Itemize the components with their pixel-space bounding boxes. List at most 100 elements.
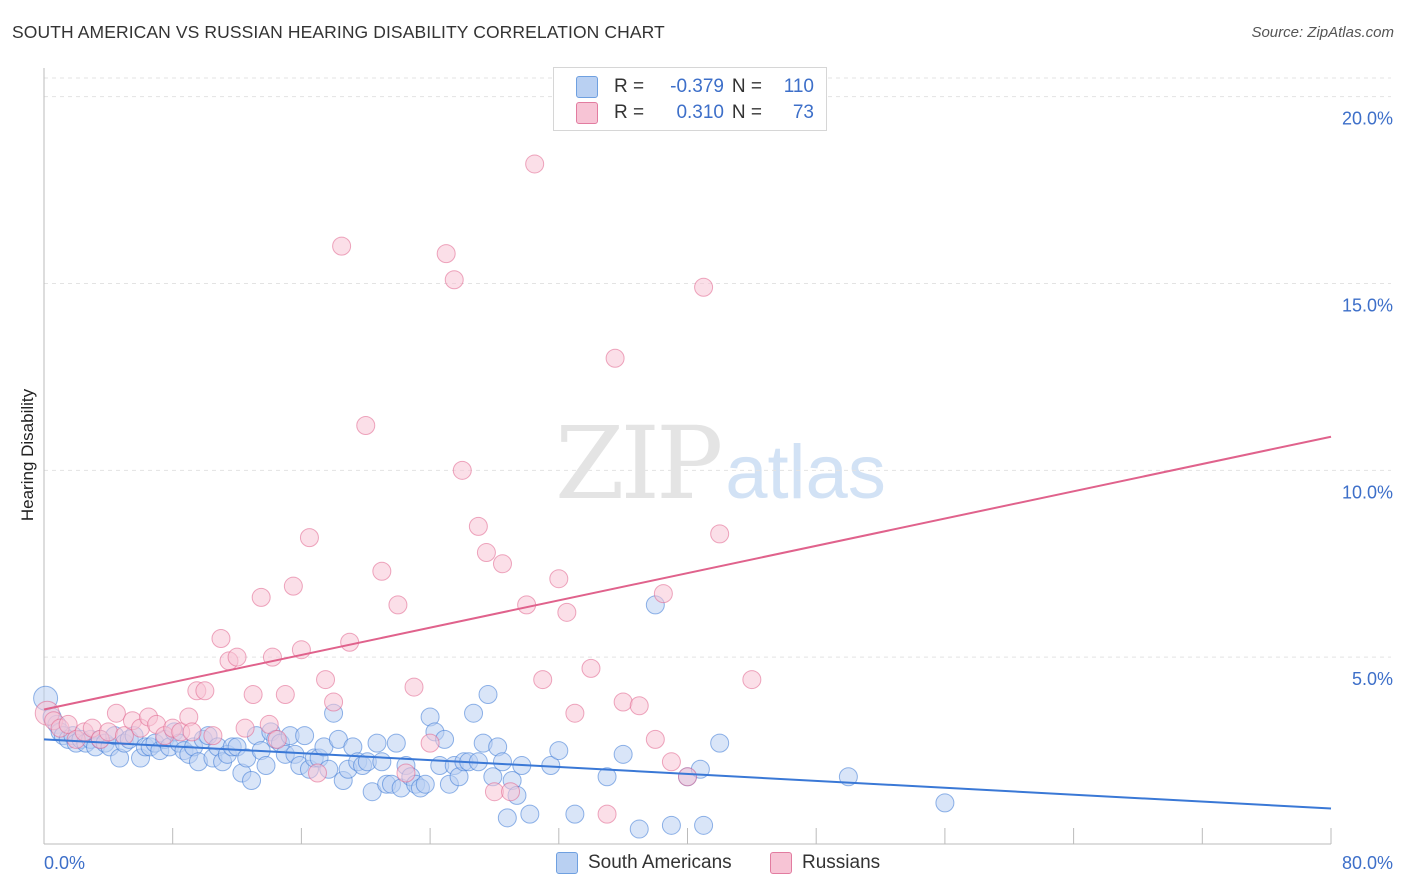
russian-point [332,236,352,256]
legend-r-value: 0.310 [676,102,724,123]
south-american-trendline [43,738,1332,810]
south-american-point [372,752,392,772]
russian-point [235,718,255,738]
russian-point [468,516,488,536]
bottom-legend-south-americans[interactable]: South Americans [556,852,732,874]
russian-point [444,270,464,290]
y-tick-label: 20.0% [1342,109,1393,129]
russian-point [259,714,279,734]
south-american-point [694,815,714,835]
legend-n-label: N = [731,76,762,97]
south-american-point [838,767,858,787]
legend-n-value: 73 [792,102,814,123]
russian-point [613,692,633,712]
russian-point [195,681,215,701]
legend-r-label: R = [614,102,645,123]
russian-point [525,154,545,174]
south-american-point [935,793,955,813]
south-american-point [613,744,633,764]
x-tick-label: 80.0% [1342,853,1393,873]
russian-point [549,569,569,589]
south-american-point [367,733,387,753]
watermark: ZIPatlas [555,405,886,522]
bottom-legend-swatch-russians [770,852,792,874]
russian-point [476,543,496,563]
russian-point [629,696,649,716]
south-american-point [256,756,276,776]
russian-point [316,670,336,690]
legend-r-value: -0.379 [670,76,724,97]
legend-row-russians: R = 0.310 N = 73 [576,101,814,125]
watermark-zip: ZIP [555,405,723,522]
russian-point [58,714,78,734]
south-american-point [464,703,484,723]
russian-point [501,782,521,802]
russian-point [484,782,504,802]
bottom-legend-label-russians: Russians [802,852,881,873]
russian-point [356,416,376,436]
russian-point [436,244,456,264]
south-american-point [386,733,406,753]
russian-point [492,554,512,574]
legend-row-south-americans: R = -0.379 N = 110 [576,75,814,99]
russian-point [340,632,360,652]
russian-point [211,628,231,648]
south-american-point [295,726,315,746]
russian-point [243,685,263,705]
y-tick-label: 5.0% [1352,669,1393,689]
watermark-atlas: atlas [725,430,886,515]
bottom-legend-swatch-south-americans [556,852,578,874]
russian-point [597,804,617,824]
russian-point [565,703,585,723]
russian-point [557,602,577,622]
y-tick-label: 10.0% [1342,482,1393,502]
russian-point [653,584,673,604]
russian-point [275,685,295,705]
source-label: Source: ZipAtlas.com [1251,24,1394,41]
south-american-point [492,752,512,772]
russian-point [307,763,327,783]
south-american-point [497,808,517,828]
bottom-legend-russians[interactable]: Russians [770,852,880,874]
south-american-point [597,767,617,787]
russian-point [420,733,440,753]
russian-point [388,595,408,615]
russian-trendline [43,435,1332,711]
south-american-point [710,733,730,753]
south-american-point [549,741,569,761]
russian-point [678,767,697,787]
south-american-point [520,804,540,824]
russian-point [283,576,303,596]
russian-point [694,277,714,297]
legend-r-label: R = [614,76,645,97]
south-american-point [629,819,649,839]
russian-point [742,670,762,690]
south-american-point [565,804,585,824]
russian-point [227,647,247,667]
russian-point [452,460,472,480]
russian-point [299,528,319,548]
russian-point [396,763,416,783]
south-american-point [415,774,435,794]
legend-swatch-russians [576,102,598,124]
russian-point [581,658,601,678]
legend-n-label: N = [731,102,762,123]
russian-point [404,677,424,697]
x-tick-label: 0.0% [44,853,85,873]
russian-point [710,524,730,544]
chart-title: SOUTH AMERICAN VS RUSSIAN HEARING DISABI… [12,22,665,42]
russian-point [645,729,665,749]
legend-swatch-south-americans [576,76,598,98]
y-tick-label: 15.0% [1342,296,1393,316]
south-american-point [478,685,498,705]
russian-point [98,722,118,742]
russian-point [324,692,344,712]
russian-point [372,561,392,581]
russian-point [251,587,271,607]
russian-point [605,348,625,368]
russian-point [661,752,681,772]
russian-point [182,722,202,742]
russian-point [106,703,126,723]
russian-point [267,729,287,749]
